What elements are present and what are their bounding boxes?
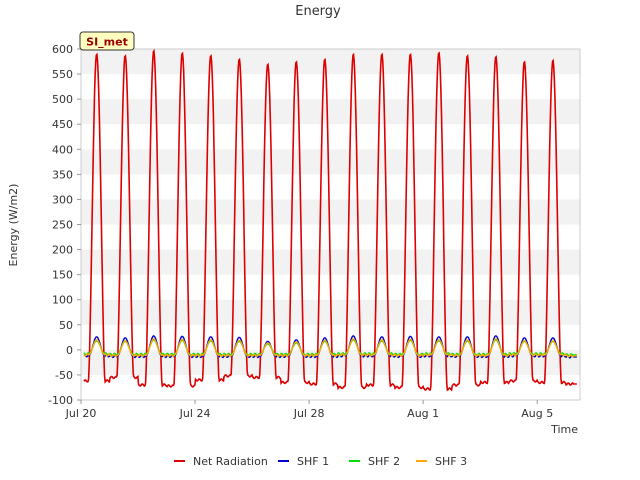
- grid-band: [81, 199, 580, 225]
- y-tick-label: -100: [48, 394, 73, 407]
- grid-band: [81, 174, 580, 200]
- series-layer: [83, 48, 577, 392]
- grid-band: [81, 374, 580, 400]
- series-line: [83, 338, 577, 358]
- x-tick-label: Aug 5: [521, 407, 553, 420]
- y-tick-label: 100: [52, 294, 73, 307]
- legend-item: SHF 3: [416, 455, 467, 468]
- x-tick-label: Jul 20: [65, 407, 97, 420]
- series-net-radiation: [83, 48, 577, 392]
- x-axis: Jul 20 Jul 24 Jul 28 Aug 1 Aug 5: [65, 400, 553, 420]
- y-tick-label: 500: [52, 93, 73, 106]
- y-tick-label: 550: [52, 68, 73, 81]
- x-tick-label: Jul 28: [293, 407, 325, 420]
- x-axis-label: Time: [550, 423, 578, 436]
- legend-label: SHF 1: [297, 455, 329, 468]
- grid-band: [81, 99, 580, 125]
- grid-band: [81, 149, 580, 175]
- legend-label: SHF 3: [435, 455, 467, 468]
- y-axis-label: Energy (W/m2): [7, 184, 20, 267]
- y-tick-label: -50: [55, 369, 73, 382]
- site-badge: SI_met: [79, 31, 135, 51]
- y-tick-label: 200: [52, 244, 73, 257]
- site-badge-label: SI_met: [86, 36, 128, 49]
- y-tick-label: 50: [59, 319, 73, 332]
- y-tick-label: 250: [52, 219, 73, 232]
- chart-title: Energy: [295, 4, 341, 19]
- y-tick-label: 400: [52, 143, 73, 156]
- legend-label: Net Radiation: [193, 455, 268, 468]
- series-shf-3: [83, 338, 577, 358]
- y-tick-label: 0: [66, 344, 73, 357]
- legend-item: SHF 1: [278, 455, 329, 468]
- y-tick-label: 450: [52, 118, 73, 131]
- y-tick-label: 300: [52, 193, 73, 206]
- legend-label: SHF 2: [368, 455, 400, 468]
- grid-band: [81, 124, 580, 150]
- series-line: [83, 48, 577, 392]
- y-tick-label: 150: [52, 269, 73, 282]
- x-tick-label: Jul 24: [179, 407, 211, 420]
- y-axis: -100 -50 0 50 100 150 200 250 300 350 400 450 500 550…: [48, 43, 81, 407]
- legend: Net Radiation SHF 1 SHF 2 SHF 3: [174, 455, 467, 468]
- y-tick-label: 350: [52, 168, 73, 181]
- grid-band: [81, 324, 580, 350]
- legend-item: Net Radiation: [174, 455, 268, 468]
- x-tick-label: Aug 1: [407, 407, 439, 420]
- y-tick-label: 600: [52, 43, 73, 56]
- legend-item: SHF 2: [349, 455, 400, 468]
